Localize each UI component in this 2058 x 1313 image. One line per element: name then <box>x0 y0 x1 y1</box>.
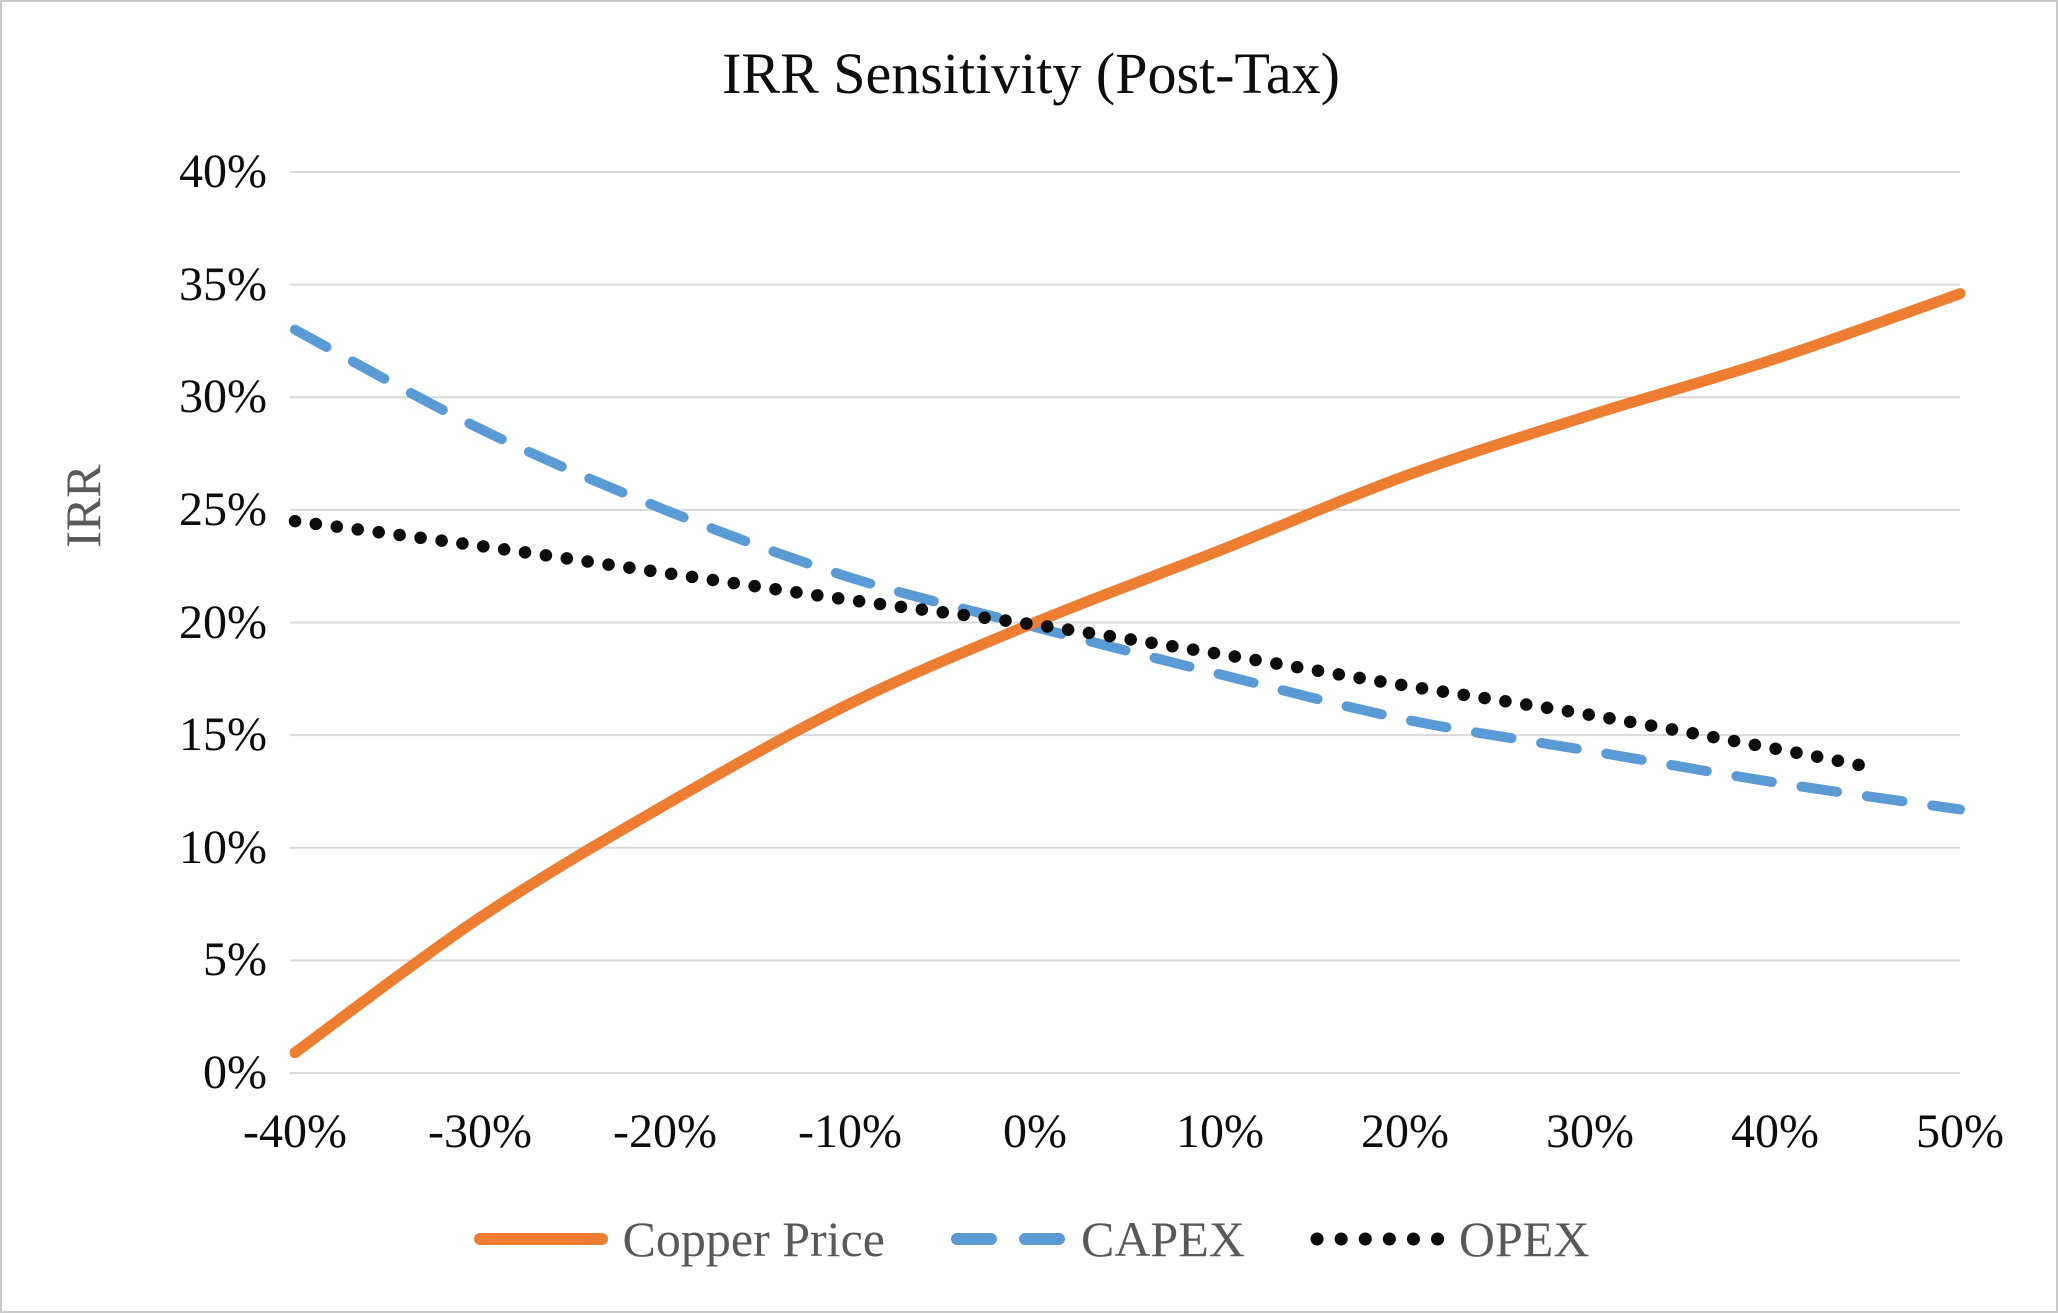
x-tick-label: -40% <box>243 1105 347 1158</box>
y-tick-label: 5% <box>203 933 267 987</box>
legend-item-copper-price: Copper Price <box>473 1210 885 1268</box>
legend-item-opex: OPEX <box>1309 1210 1590 1268</box>
x-tick-label: 20% <box>1361 1105 1449 1158</box>
x-tick-label: 0% <box>1003 1105 1067 1158</box>
x-tick-label: 30% <box>1546 1105 1634 1158</box>
y-tick-label: 20% <box>179 595 267 649</box>
x-tick-label: -30% <box>428 1105 532 1158</box>
y-tick-label: 40% <box>179 145 267 198</box>
capex-dash-swatch <box>950 1233 1067 1245</box>
x-tick-label: 40% <box>1731 1105 1819 1158</box>
legend: Copper Price CAPEX OPEX <box>2 1210 2056 1268</box>
y-tick-label: 10% <box>179 820 267 874</box>
legend-item-capex: CAPEX <box>949 1210 1245 1268</box>
x-tick-label: 10% <box>1176 1105 1264 1158</box>
y-tick-label: 0% <box>203 1046 267 1099</box>
series-line-opex <box>288 514 1874 773</box>
series-line-capex <box>290 324 1965 815</box>
legend-label-opex: OPEX <box>1458 1211 1590 1267</box>
series-line-copper-price <box>289 288 1966 1059</box>
legend-label-copper-price: Copper Price <box>622 1211 885 1267</box>
x-tick-label: -10% <box>798 1105 902 1158</box>
chart-title: IRR Sensitivity (Post-Tax) <box>722 41 1340 106</box>
copper-price-line-swatch <box>473 1233 608 1245</box>
y-tick-label: 15% <box>179 708 267 762</box>
y-tick-label: 35% <box>179 257 267 311</box>
opex-dot-swatch <box>1310 1232 1445 1246</box>
x-tick-label: 50% <box>1916 1105 2004 1158</box>
x-tick-label: -20% <box>613 1105 717 1158</box>
legend-label-capex: CAPEX <box>1080 1211 1245 1267</box>
y-tick-label: 25% <box>179 482 267 536</box>
y-tick-label: 30% <box>179 370 267 424</box>
